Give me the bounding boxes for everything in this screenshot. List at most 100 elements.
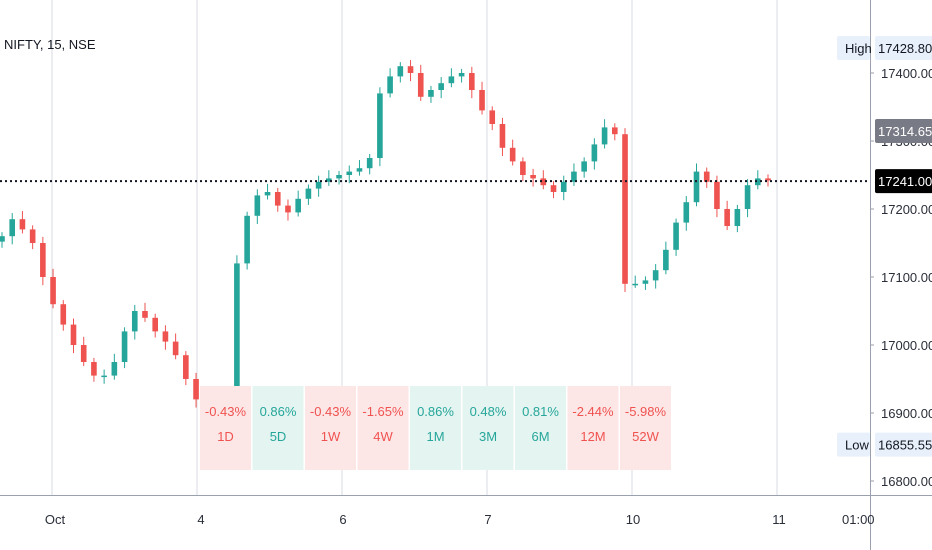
candle-body <box>80 345 87 362</box>
candle <box>520 157 526 182</box>
candle <box>315 175 322 197</box>
candle <box>622 128 628 292</box>
candle-body <box>632 283 639 286</box>
performance-table: -0.43%1D0.86%5D-0.43%1W-1.65%4W0.86%1M0.… <box>200 386 671 470</box>
candle-body <box>356 168 363 172</box>
time-tick-label: Oct <box>45 512 66 527</box>
candle-body <box>172 341 179 356</box>
candle-body <box>765 178 771 181</box>
time-tick-label: 4 <box>197 512 204 527</box>
performance-cell-52W: -5.98% 52W <box>620 386 671 470</box>
candle-body <box>50 277 56 305</box>
time-tick-label: 10 <box>626 512 640 527</box>
time-tick-label: 7 <box>484 512 491 527</box>
performance-cell-bg <box>357 386 409 470</box>
candle-body <box>509 147 516 162</box>
performance-period: 12M <box>580 429 605 444</box>
candle-body <box>428 90 434 97</box>
candle <box>632 275 639 288</box>
candle <box>336 170 342 185</box>
performance-cell-bg <box>410 386 461 470</box>
candle-body <box>458 73 465 77</box>
candle <box>193 372 199 408</box>
high-caption: High <box>837 35 872 60</box>
candle-body <box>162 331 169 342</box>
candle-body <box>111 362 118 376</box>
candle-body <box>530 175 536 179</box>
candle-body <box>703 171 710 182</box>
candle <box>642 276 649 290</box>
candle-body <box>724 209 730 226</box>
candle-body <box>734 209 741 226</box>
candle <box>40 236 46 286</box>
time-axis[interactable]: Oct 4 6 7 10 11 01:00 <box>45 512 875 527</box>
performance-period: 1W <box>321 429 341 444</box>
low-caption-text: Low <box>845 438 869 453</box>
performance-period: 4W <box>373 429 393 444</box>
performance-cell-5D: 0.86% 5D <box>252 386 304 470</box>
candle <box>121 327 128 369</box>
candle-body <box>744 185 751 209</box>
candle-body <box>285 205 291 213</box>
high-value-tag-box <box>875 35 932 60</box>
candle-body <box>601 127 608 145</box>
candle <box>346 165 353 184</box>
low-caption: Low <box>837 432 870 457</box>
candle-body <box>244 215 250 264</box>
candle-body <box>326 178 332 182</box>
candle <box>693 163 700 207</box>
performance-period: 1D <box>217 429 234 444</box>
candle-body <box>152 317 159 332</box>
candle <box>479 81 485 115</box>
candle-body <box>673 222 679 250</box>
candle <box>305 184 312 205</box>
candle <box>50 268 56 309</box>
candle-body <box>9 219 16 237</box>
candle-body <box>642 280 649 284</box>
candle-body <box>663 249 669 271</box>
candle <box>509 139 516 166</box>
candle-body <box>91 362 97 376</box>
high-value-tag: 17428.80 <box>875 35 932 60</box>
performance-cell-12M: -2.44% 12M <box>567 386 619 470</box>
candle-body <box>520 161 526 175</box>
candle-body <box>101 375 107 378</box>
price-tick-label: 17000.00 <box>881 338 932 353</box>
candle-body <box>652 270 659 281</box>
performance-period: 5D <box>270 429 287 444</box>
candle-body <box>131 311 138 332</box>
candle-body <box>397 66 404 77</box>
candle <box>765 174 771 187</box>
candle-body <box>193 379 199 400</box>
candle <box>673 218 679 256</box>
previous-close-tag: 17314.65 <box>875 119 932 144</box>
symbol-title[interactable]: NIFTY, 15, NSE <box>4 37 96 52</box>
candle <box>142 302 148 322</box>
candle-body <box>550 185 557 192</box>
candle-body <box>346 171 353 175</box>
candle <box>744 179 751 218</box>
candle <box>70 318 77 354</box>
candle <box>162 325 169 350</box>
price-axis[interactable]: 17400.0017300.0017200.0017100.0017000.00… <box>837 35 932 489</box>
price-tick-label: 17200.00 <box>881 202 932 217</box>
performance-cell-4W: -1.65% 4W <box>357 386 409 470</box>
performance-value: -0.43% <box>310 404 352 419</box>
low-value-tag-box <box>875 432 932 457</box>
performance-cell-6M: 0.81% 6M <box>515 386 566 470</box>
candle <box>417 64 424 101</box>
candle-body <box>469 73 475 90</box>
price-tick-label: 17100.00 <box>881 270 932 285</box>
performance-cell-3M: 0.48% 3M <box>462 386 514 470</box>
time-tick-label: 01:00 <box>842 512 875 527</box>
candle <box>571 163 577 186</box>
last-price-tag-box <box>875 169 932 194</box>
candle <box>285 199 291 221</box>
candle-body <box>540 178 547 186</box>
candle <box>274 187 281 212</box>
candle <box>754 170 761 190</box>
performance-cell-1M: 0.86% 1M <box>410 386 461 470</box>
price-tick-label: 16900.00 <box>881 406 932 421</box>
